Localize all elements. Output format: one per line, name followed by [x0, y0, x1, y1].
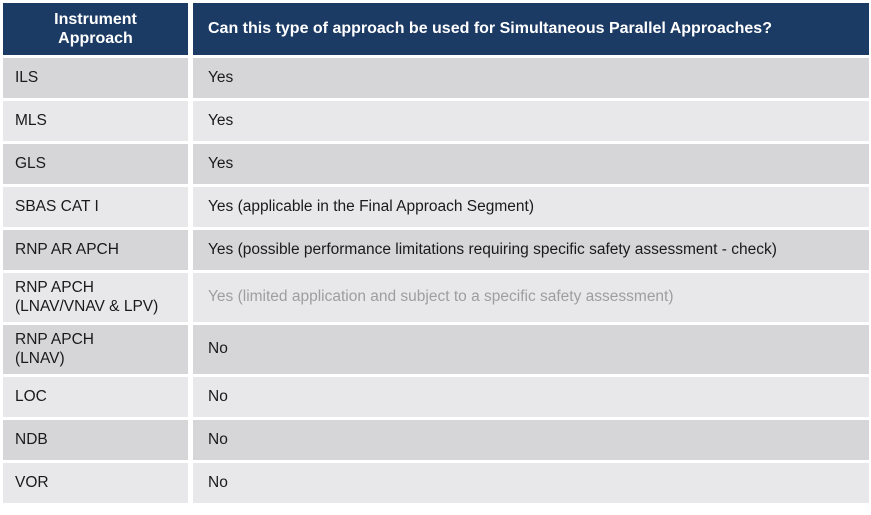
approach-cell: GLS: [3, 144, 188, 184]
table-row: VOR No: [3, 463, 869, 504]
table-header-row: Instrument Approach Can this type of app…: [3, 3, 869, 55]
answer-cell: Yes: [193, 58, 869, 98]
table-row: GLS Yes: [3, 144, 869, 184]
header-instrument-approach: Instrument Approach: [3, 3, 188, 55]
answer-cell: Yes: [193, 101, 869, 141]
table-row: ILS Yes: [3, 58, 869, 98]
table-body: ILS Yes MLS Yes GLS Yes SBAS CAT I Yes (…: [3, 58, 869, 504]
header-question: Can this type of approach be used for Si…: [193, 3, 869, 55]
table-row: RNP AR APCH Yes (possible performance li…: [3, 230, 869, 270]
answer-cell: Yes: [193, 144, 869, 184]
answer-cell: Yes (possible performance limitations re…: [193, 230, 869, 270]
approach-cell: ILS: [3, 58, 188, 98]
answer-cell: No: [193, 420, 869, 461]
approach-table: Instrument Approach Can this type of app…: [3, 3, 869, 506]
approach-cell: MLS: [3, 101, 188, 141]
answer-cell: No: [193, 325, 869, 375]
answer-cell: Yes (applicable in the Final Approach Se…: [193, 187, 869, 227]
table-row: SBAS CAT I Yes (applicable in the Final …: [3, 187, 869, 227]
answer-cell: Yes (limited application and subject to …: [193, 273, 869, 323]
answer-cell: No: [193, 377, 869, 418]
approach-cell: RNP APCH (LNAV/VNAV & LPV): [3, 273, 188, 323]
table-row: MLS Yes: [3, 101, 869, 141]
approach-cell: VOR: [3, 463, 188, 504]
approach-cell: SBAS CAT I: [3, 187, 188, 227]
table-row: NDB No: [3, 420, 869, 461]
approach-cell: NDB: [3, 420, 188, 461]
table-row: LOC No: [3, 377, 869, 418]
approach-cell: RNP APCH (LNAV): [3, 325, 188, 375]
approach-cell: RNP AR APCH: [3, 230, 188, 270]
approach-cell: LOC: [3, 377, 188, 418]
answer-cell: No: [193, 463, 869, 504]
table-row: RNP APCH (LNAV/VNAV & LPV) Yes (limited …: [3, 273, 869, 323]
table-row: RNP APCH (LNAV) No: [3, 325, 869, 375]
